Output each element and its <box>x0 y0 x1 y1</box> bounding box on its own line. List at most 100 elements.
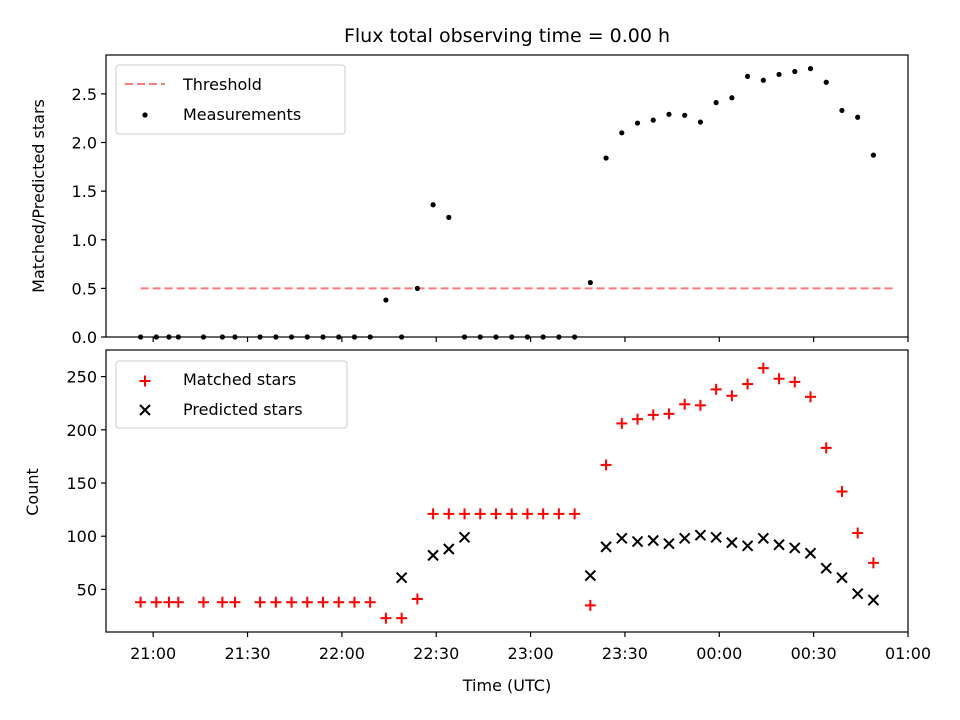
matched-star-point <box>135 596 147 608</box>
predicted-star-point <box>458 531 471 543</box>
measurement-point <box>823 79 829 85</box>
predicted-star-point <box>804 547 817 559</box>
matched-star-point <box>537 508 549 520</box>
legend-matched-label: Matched stars <box>183 370 296 389</box>
measurement-point <box>729 95 735 101</box>
bottom-y-ticks: 50 100 150 200 250 <box>66 368 106 599</box>
matched-star-point <box>679 398 691 410</box>
predicted-star-point <box>836 572 848 584</box>
measurement-point <box>855 114 861 120</box>
bottom-panel: 50 100 150 200 250 21:00 21:30 22:00 22:30 23:00… <box>23 349 931 695</box>
chart-title: Flux total observing time = 0.00 h <box>344 25 670 47</box>
y-tick-label: 100 <box>66 527 97 546</box>
predicted-star-point <box>678 532 691 545</box>
matched-star-point <box>411 593 423 605</box>
predicted-star-point <box>773 539 785 551</box>
matched-star-point <box>584 599 596 611</box>
matched-star-point <box>710 383 722 395</box>
matched-star-point <box>553 508 565 520</box>
bottom-plot-marks <box>135 362 880 624</box>
x-tick-label: 23:00 <box>508 644 554 663</box>
y-tick-label: 50 <box>77 580 97 599</box>
predicted-star-point <box>443 543 455 555</box>
measurement-point <box>650 117 656 123</box>
matched-star-point <box>443 508 455 520</box>
matched-star-point <box>333 596 345 608</box>
legend-predicted-swatch <box>139 404 151 416</box>
matched-star-point <box>663 408 675 420</box>
matched-star-point <box>229 596 241 608</box>
matched-star-point <box>805 391 817 403</box>
matched-star-point <box>632 413 644 425</box>
measurement-point <box>603 155 609 161</box>
legend-matched-swatch <box>139 375 151 387</box>
matched-star-point <box>396 612 408 624</box>
x-tick-label: 23:30 <box>602 644 648 663</box>
matched-star-point <box>521 508 533 520</box>
measurement-point <box>587 279 593 286</box>
predicted-star-point <box>851 587 864 600</box>
matched-star-point <box>789 376 801 388</box>
legend-measurements-swatch <box>142 112 148 118</box>
x-axis-label: Time (UTC) <box>462 676 551 695</box>
predicted-star-point <box>820 562 832 574</box>
x-tick-label: 21:00 <box>130 644 176 663</box>
matched-star-point <box>380 612 392 624</box>
matched-star-point <box>270 596 282 608</box>
measurement-point <box>839 107 845 114</box>
top-y-ticks: 0.0 0.5 1.0 1.5 2.0 2.5 <box>72 85 106 347</box>
measurement-point <box>713 100 719 106</box>
x-tick-label: 00:00 <box>696 644 742 663</box>
bottom-legend-box <box>115 360 348 429</box>
measurement-point <box>446 214 452 220</box>
matched-star-point <box>348 596 360 608</box>
predicted-star-point <box>710 531 722 543</box>
predicted-star-point <box>631 535 644 548</box>
matched-star-point <box>694 399 706 411</box>
matched-star-point <box>836 486 848 498</box>
matched-star-point <box>726 390 738 402</box>
matched-star-point <box>852 527 864 539</box>
matched-star-point <box>317 596 329 608</box>
matched-star-point <box>867 557 879 569</box>
predicted-star-point <box>867 594 880 606</box>
y-tick-label: 200 <box>66 421 97 440</box>
top-panel: 0.0 0.5 1.0 1.5 2.0 2.5 Matched/Predicted sta… <box>29 54 909 347</box>
bottom-plot-frame <box>105 349 909 633</box>
matched-star-point <box>616 417 628 429</box>
matched-star-point <box>459 508 471 520</box>
y-tick-label: 0.5 <box>72 279 97 298</box>
measurement-point <box>666 111 672 117</box>
x-tick-label: 21:30 <box>224 644 270 663</box>
y-tick-label: 2.5 <box>72 85 97 104</box>
matched-star-point <box>254 596 266 608</box>
top-legend: Threshold Measurements <box>115 64 346 135</box>
matched-star-point <box>757 362 769 374</box>
measurement-point <box>430 202 436 208</box>
matched-star-point <box>742 378 754 390</box>
top-x-ticks <box>152 337 909 342</box>
predicted-star-point <box>741 540 754 552</box>
predicted-star-point <box>757 532 770 545</box>
y-tick-label: 0.0 <box>72 328 97 347</box>
top-legend-box <box>115 64 346 135</box>
y-tick-label: 150 <box>66 474 97 493</box>
bottom-legend: Matched stars Predicted stars <box>115 360 348 429</box>
measurement-point <box>682 112 688 118</box>
matched-star-point <box>773 373 785 385</box>
bottom-x-ticks: 21:00 21:30 22:00 22:30 23:00 23:30 00:00 00:30… <box>130 632 931 663</box>
predicted-star-point <box>726 536 738 549</box>
y-tick-label: 1.5 <box>72 182 97 201</box>
predicted-star-point <box>395 572 408 584</box>
x-tick-label: 22:30 <box>413 644 459 663</box>
measurement-point <box>619 130 625 136</box>
predicted-star-point <box>647 534 659 547</box>
predicted-star-point <box>427 549 439 562</box>
predicted-star-point <box>789 542 801 554</box>
matched-star-point <box>150 596 162 608</box>
legend-threshold-label: Threshold <box>182 75 262 94</box>
y-tick-label: 250 <box>66 368 97 387</box>
matched-star-point <box>490 508 502 520</box>
measurement-point <box>697 119 704 125</box>
